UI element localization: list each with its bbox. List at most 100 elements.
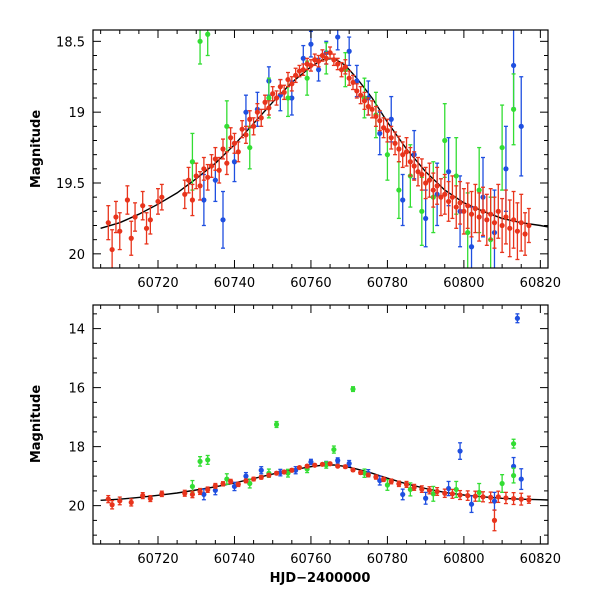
data-point xyxy=(430,187,436,193)
series-0-group xyxy=(105,46,532,268)
data-point xyxy=(105,220,111,226)
data-point xyxy=(388,478,394,485)
data-point xyxy=(468,501,475,507)
data-point xyxy=(518,220,524,226)
data-point xyxy=(243,132,249,138)
data-point xyxy=(415,169,421,175)
data-point xyxy=(335,61,341,67)
data-point xyxy=(273,470,280,476)
bottom-panel-frame xyxy=(92,304,549,545)
data-point xyxy=(338,67,345,73)
data-point xyxy=(403,149,410,155)
data-point xyxy=(300,67,306,73)
data-point xyxy=(189,491,196,498)
data-point xyxy=(373,113,379,120)
x-tick-label: 60740 xyxy=(214,552,255,567)
data-point xyxy=(396,146,402,152)
data-point xyxy=(488,494,494,500)
data-point xyxy=(247,144,253,151)
data-point xyxy=(212,487,218,493)
data-point xyxy=(503,214,509,220)
data-point xyxy=(212,177,218,183)
data-point xyxy=(228,478,234,485)
y-tick-label: 16 xyxy=(68,382,85,397)
y-tick-label: 18 xyxy=(68,441,85,456)
x-tick-label: 60720 xyxy=(137,552,178,567)
data-point xyxy=(312,462,318,468)
data-point xyxy=(518,496,524,502)
data-point xyxy=(468,211,475,217)
series-1-group xyxy=(201,30,524,268)
data-point xyxy=(350,467,356,473)
data-point xyxy=(128,235,134,241)
data-point xyxy=(526,222,532,229)
data-point xyxy=(476,214,482,220)
data-point xyxy=(468,244,475,250)
data-point xyxy=(243,478,249,484)
data-point xyxy=(484,217,490,223)
data-point xyxy=(445,198,452,205)
y-tick-label: 20 xyxy=(68,500,85,515)
data-point xyxy=(285,95,291,101)
data-point xyxy=(159,194,165,200)
data-point xyxy=(281,89,287,95)
data-point xyxy=(243,473,249,479)
data-point xyxy=(147,217,153,223)
data-point xyxy=(205,31,211,37)
data-point xyxy=(514,228,521,234)
data-point xyxy=(384,482,391,488)
data-point xyxy=(472,493,478,499)
data-point xyxy=(247,480,253,487)
data-point xyxy=(457,448,463,454)
data-point xyxy=(392,140,398,146)
y-tick-label: 14 xyxy=(68,323,85,338)
data-point xyxy=(503,495,509,501)
data-point xyxy=(335,34,341,40)
data-point xyxy=(147,495,153,502)
data-point xyxy=(453,486,459,493)
data-point xyxy=(514,315,521,321)
data-point xyxy=(350,79,356,86)
data-point xyxy=(526,497,532,503)
data-point xyxy=(411,163,417,169)
data-point xyxy=(438,194,444,200)
data-point xyxy=(247,116,253,122)
data-point xyxy=(293,72,299,78)
data-point xyxy=(453,204,459,210)
data-point xyxy=(445,169,452,175)
data-point xyxy=(411,484,417,490)
bottom-panel-ylabel: Magnitude xyxy=(29,385,44,464)
data-point xyxy=(205,174,211,180)
x-tick-label: 60760 xyxy=(290,552,331,567)
data-point xyxy=(205,487,211,493)
data-point xyxy=(434,488,440,495)
data-point xyxy=(327,461,333,467)
data-point xyxy=(442,191,448,197)
data-point xyxy=(193,173,199,179)
data-point xyxy=(155,198,161,205)
data-point xyxy=(266,95,272,101)
data-point xyxy=(480,494,486,500)
data-point xyxy=(331,57,337,63)
data-point xyxy=(423,215,429,222)
data-point xyxy=(373,474,379,480)
data-point xyxy=(465,229,471,236)
data-point xyxy=(457,200,463,206)
data-point xyxy=(465,203,471,209)
data-point xyxy=(380,476,387,482)
data-point xyxy=(407,159,413,165)
data-point xyxy=(518,123,524,129)
data-point xyxy=(510,495,517,502)
data-point xyxy=(289,81,295,87)
data-point xyxy=(185,177,192,183)
data-point xyxy=(407,486,413,493)
data-point xyxy=(254,109,261,115)
data-point xyxy=(453,173,459,179)
data-point xyxy=(346,48,352,54)
data-point xyxy=(140,203,146,209)
bottom-panel: 60720 60740 60760 60780 60800 60820 14 16 18 20 M… xyxy=(29,304,561,586)
data-point xyxy=(445,485,452,492)
y-tick-label: 18.5 xyxy=(56,35,85,50)
